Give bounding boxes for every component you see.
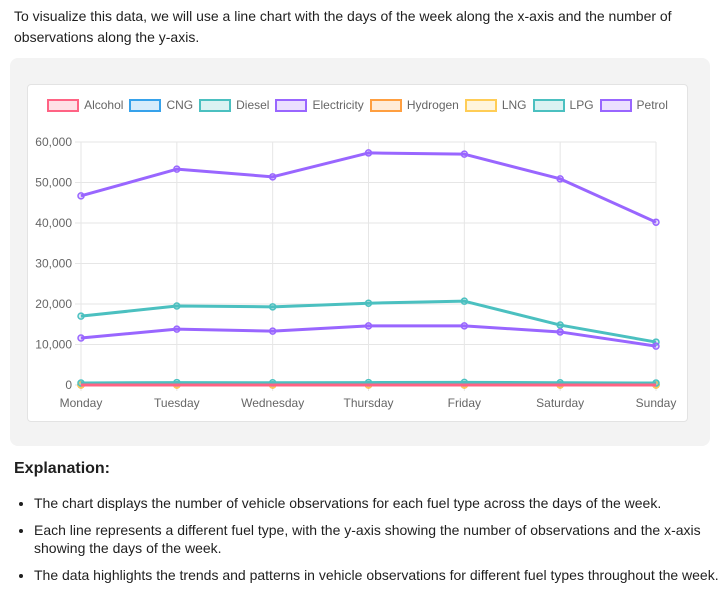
legend-label: Electricity (312, 98, 364, 112)
legend-swatch (464, 99, 497, 112)
data-point-electricity (364, 322, 373, 330)
data-point-diesel (268, 303, 277, 311)
explanation-bullet: The data highlights the trends and patte… (34, 566, 722, 584)
legend-swatch (599, 99, 632, 112)
legend-label: Petrol (636, 98, 668, 112)
legend-swatch (199, 99, 232, 112)
data-point-diesel (364, 299, 373, 307)
intro-text: To visualize this data, we will use a li… (14, 8, 672, 45)
series-line-lpg (80, 380, 657, 385)
legend-label: Hydrogen (406, 98, 459, 112)
x-tick-label: Sunday (636, 396, 677, 410)
legend-item-hydrogen[interactable]: Hydrogen (369, 95, 459, 116)
data-point-petrol (460, 150, 469, 158)
legend-swatch (129, 99, 162, 112)
data-point-diesel (460, 297, 469, 305)
y-tick-label: 30,000 (35, 257, 72, 271)
legend-swatch (47, 99, 80, 112)
legend-item-alcohol[interactable]: Alcohol (47, 95, 123, 116)
legend-item-cng[interactable]: CNG (129, 95, 193, 116)
chart-legend: Alcohol CNG Diesel Electricity Hydrogen LNG LP… (28, 95, 687, 119)
data-point-diesel (556, 321, 564, 329)
x-tick-label: Wednesday (241, 396, 304, 410)
y-tick-label: 10,000 (35, 338, 72, 352)
legend-swatch (275, 99, 308, 112)
x-tick-label: Thursday (343, 396, 393, 410)
series-line-diesel (80, 299, 657, 344)
x-tick-label: Friday (448, 396, 481, 410)
legend-swatch (532, 99, 565, 112)
x-tick-label: Monday (60, 396, 103, 410)
legend-swatch (369, 99, 402, 112)
y-tick-label: 20,000 (35, 297, 72, 311)
data-point-electricity (652, 342, 660, 350)
data-point-petrol (364, 149, 373, 157)
explanation-bullet: The chart displays the number of vehicle… (34, 494, 722, 512)
explanation-list: The chart displays the number of vehicle… (14, 494, 722, 593)
y-tick-label: 60,000 (35, 135, 72, 149)
legend-item-petrol[interactable]: Petrol (599, 95, 668, 116)
data-point-petrol (652, 218, 660, 226)
y-tick-label: 0 (65, 378, 72, 392)
legend-label: LPG (569, 98, 594, 112)
legend-label: Diesel (236, 98, 270, 112)
x-tick-label: Saturday (536, 396, 584, 410)
data-point-petrol (173, 165, 181, 173)
data-point-petrol (268, 173, 277, 181)
data-point-electricity (268, 327, 277, 335)
data-point-electricity (77, 334, 85, 342)
explanation-heading: Explanation: (14, 460, 111, 477)
legend-item-electricity[interactable]: Electricity (275, 95, 364, 116)
explanation-bullet: Each line represents a different fuel ty… (34, 521, 722, 557)
line-chart: 0 10,000 20,000 30,000 40,000 50,000 60,000 Mon… (35, 135, 677, 410)
chart-card: 0 10,000 20,000 30,000 40,000 50,000 60,000 Mon… (27, 84, 688, 422)
x-tick-label: Tuesday (154, 396, 200, 410)
y-tick-label: 40,000 (35, 216, 72, 230)
data-point-electricity (556, 328, 564, 336)
data-point-diesel (173, 302, 181, 310)
legend-item-lng[interactable]: LNG (464, 95, 527, 116)
y-tick-label: 50,000 (35, 176, 72, 190)
legend-label: Alcohol (84, 98, 124, 112)
series-line-electricity (80, 324, 657, 348)
series-line-petrol (80, 151, 657, 224)
legend-item-lpg[interactable]: LPG (532, 95, 594, 116)
legend-label: CNG (166, 98, 194, 112)
data-point-electricity (173, 325, 181, 333)
data-point-petrol (556, 175, 564, 183)
data-point-petrol (77, 192, 85, 200)
legend-item-diesel[interactable]: Diesel (199, 95, 269, 116)
legend-label: LNG (501, 98, 527, 112)
data-point-electricity (460, 322, 469, 330)
data-point-diesel (77, 312, 85, 320)
